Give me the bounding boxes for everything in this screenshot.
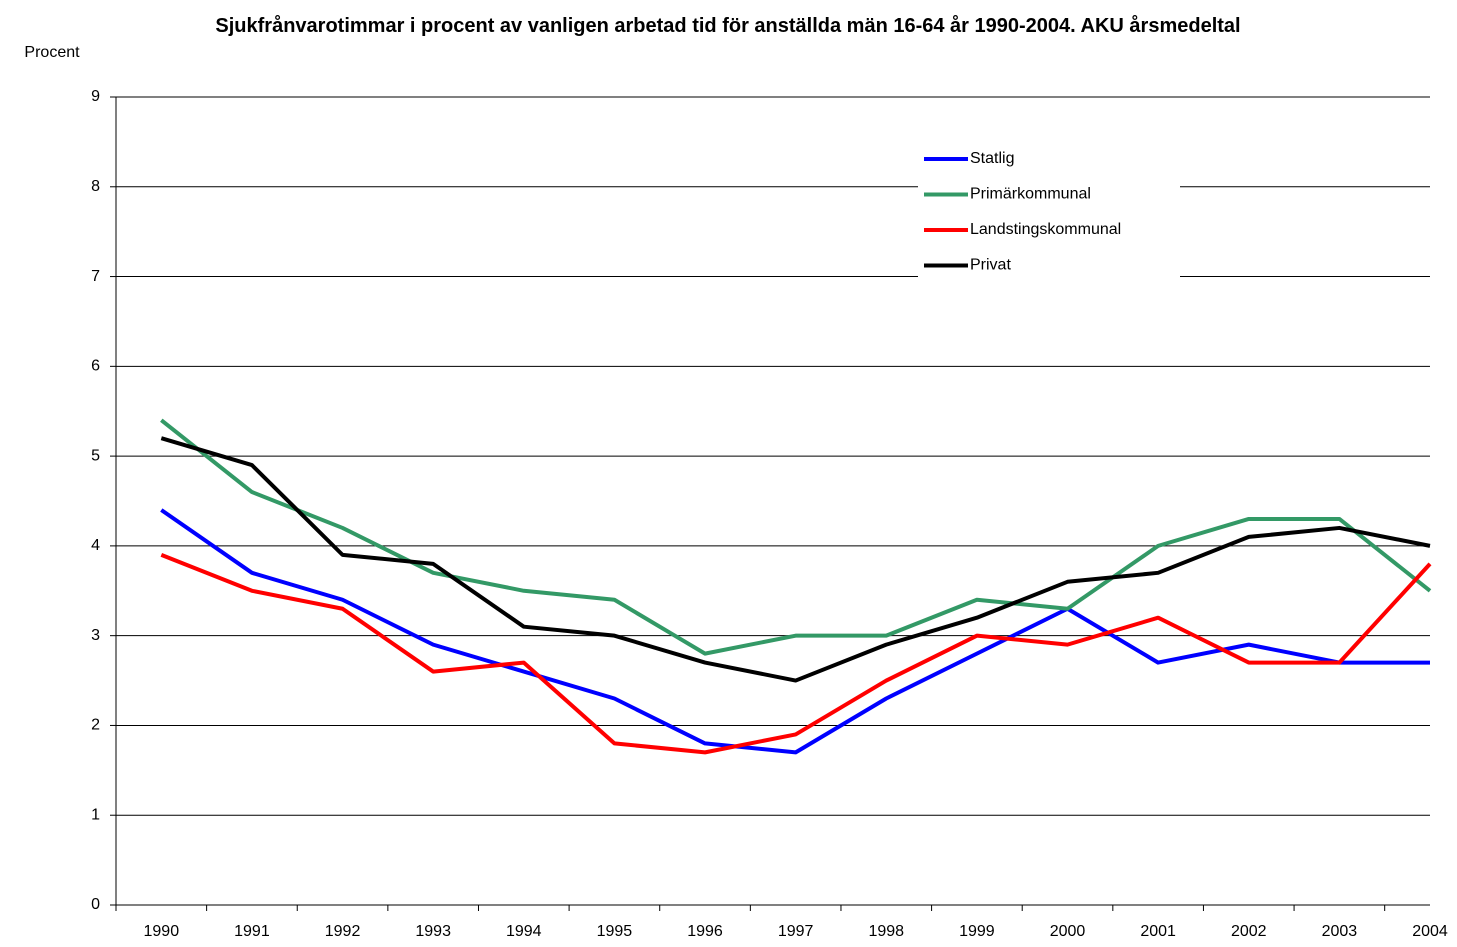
legend-label: Primärkommunal: [970, 186, 1091, 203]
y-tick-label: 2: [91, 717, 100, 734]
y-tick-label: 5: [91, 447, 100, 464]
x-tick-label: 1999: [959, 923, 995, 940]
x-tick-label: 1993: [415, 923, 451, 940]
x-tick-label: 1997: [778, 923, 814, 940]
x-tick-label: 2000: [1050, 923, 1086, 940]
x-tick-label: 1998: [868, 923, 904, 940]
series-line: [160, 436, 1431, 683]
y-tick-label: 9: [91, 88, 100, 105]
series-line: [160, 553, 1432, 755]
legend-label: Statlig: [970, 150, 1014, 167]
y-tick-label: 3: [91, 627, 100, 644]
x-tick-label: 1994: [506, 923, 542, 940]
x-tick-label: 2003: [1322, 923, 1358, 940]
series-line: [160, 418, 1432, 656]
legend-label: Landstingskommunal: [970, 221, 1121, 238]
y-tick-label: 0: [91, 896, 100, 913]
chart-title: Sjukfrånvarotimmar i procent av vanligen…: [215, 15, 1241, 37]
series-line: [160, 508, 1430, 755]
y-tick-label: 4: [91, 537, 100, 554]
y-tick-label: 1: [91, 806, 100, 823]
legend-label: Privat: [970, 257, 1011, 274]
y-axis-label: Procent: [24, 44, 80, 61]
x-tick-label: 2004: [1412, 923, 1448, 940]
legend-box: [918, 145, 1180, 280]
y-tick-label: 6: [91, 358, 100, 375]
x-tick-label: 2002: [1231, 923, 1267, 940]
x-tick-label: 2001: [1140, 923, 1176, 940]
x-tick-label: 1992: [325, 923, 361, 940]
x-tick-label: 1991: [234, 923, 270, 940]
x-tick-label: 1996: [687, 923, 723, 940]
y-tick-label: 8: [91, 178, 100, 195]
x-tick-label: 1995: [597, 923, 633, 940]
y-tick-label: 7: [91, 268, 100, 285]
x-tick-label: 1990: [144, 923, 180, 940]
